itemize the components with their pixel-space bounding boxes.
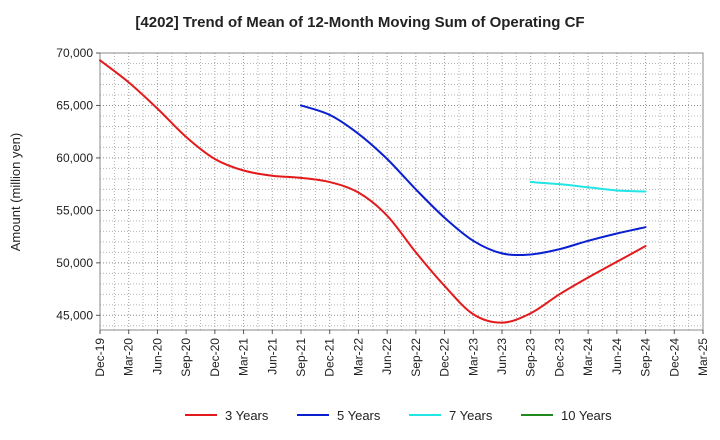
x-tick-label: Jun-22 (380, 338, 394, 375)
grid-layer (99, 52, 704, 330)
x-tick-label: Sep-24 (639, 338, 653, 377)
y-tick-label: 50,000 (56, 256, 93, 270)
legend-label-3-years: 3 Years (225, 408, 269, 423)
y-axis: 45,000 50,000 55,000 60,000 65,000 70,000 (56, 46, 100, 322)
x-tick-label: Mar-25 (696, 338, 710, 376)
x-tick-label: Jun-20 (150, 338, 164, 375)
chart-title: [4202] Trend of Mean of 12-Month Moving … (135, 14, 585, 31)
x-tick-label: Sep-22 (409, 338, 423, 377)
legend-label-7-years: 7 Years (449, 408, 493, 423)
x-tick-label: Dec-20 (208, 338, 222, 377)
x-tick-label: Dec-21 (323, 338, 337, 377)
y-axis-label: Amount (million yen) (8, 133, 23, 252)
x-tick-label: Dec-22 (438, 338, 452, 377)
x-tick-label: Mar-22 (351, 338, 365, 376)
x-axis: Dec-19 Mar-20 Jun-20 Sep-20 Dec-20 Mar-21 Jun-… (93, 330, 710, 377)
x-tick-label: Jun-23 (495, 338, 509, 375)
x-tick-label: Sep-23 (524, 338, 538, 377)
legend-label-5-years: 5 Years (337, 408, 381, 423)
x-tick-label: Mar-24 (581, 338, 595, 376)
series-line-7-years (529, 181, 647, 193)
series-line-3-years (99, 59, 647, 324)
x-tick-label: Dec-19 (93, 338, 107, 377)
y-tick-label: 45,000 (56, 308, 93, 322)
series-line-5-years (300, 104, 647, 257)
legend: 3 Years 5 Years 7 Years 10 Years (185, 408, 612, 423)
series-layer (99, 59, 647, 324)
y-tick-label: 60,000 (56, 151, 93, 165)
y-tick-label: 70,000 (56, 46, 93, 60)
x-tick-label: Jun-24 (610, 338, 624, 375)
x-tick-label: Mar-21 (237, 338, 251, 376)
x-tick-label: Sep-21 (294, 338, 308, 377)
y-tick-label: 65,000 (56, 98, 93, 112)
x-tick-label: Sep-20 (179, 338, 193, 377)
x-tick-label: Mar-23 (466, 338, 480, 376)
plot-frame (99, 52, 704, 331)
x-tick-label: Dec-24 (667, 338, 681, 377)
legend-label-10-years: 10 Years (561, 408, 612, 423)
x-tick-label: Dec-23 (552, 338, 566, 377)
x-tick-label: Jun-21 (265, 338, 279, 375)
x-tick-label: Mar-20 (122, 338, 136, 376)
y-tick-label: 55,000 (56, 203, 93, 217)
